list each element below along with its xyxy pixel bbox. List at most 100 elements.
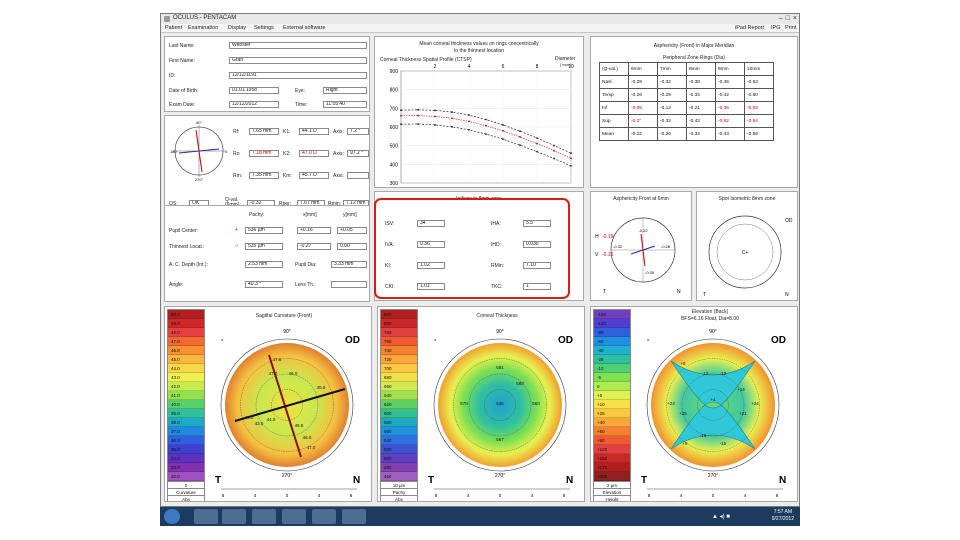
maximize-button[interactable]: □ bbox=[785, 15, 790, 22]
menu-ipg[interactable]: IPG bbox=[771, 25, 781, 31]
asphericity-panel: Asphericity (Front) in Major Meridian Pe… bbox=[590, 36, 798, 188]
menu-external-software[interactable]: External software bbox=[283, 25, 326, 31]
taskbar: ▲ ◂) ■ 7:57 AM 9/27/2012 bbox=[160, 507, 800, 526]
taskbar-media-icon[interactable] bbox=[252, 509, 276, 524]
dob-label: Date of Birth: bbox=[169, 88, 199, 94]
kr-v2-1[interactable]: 47.0 D bbox=[299, 150, 329, 157]
map-outer-ring bbox=[646, 338, 780, 472]
thinnest-label: Thinnest Locat.: bbox=[169, 244, 205, 250]
index-r-0: IHA: bbox=[491, 221, 501, 227]
map-x-tick: 8 bbox=[563, 493, 566, 498]
map-ring bbox=[697, 389, 729, 421]
ctsp-y-tick: 800 bbox=[390, 88, 399, 94]
map-ring bbox=[681, 373, 745, 437]
kr-v2-2[interactable]: 45.7 D bbox=[299, 172, 329, 179]
scale-value: 800 bbox=[381, 319, 417, 328]
scale-value: 700 bbox=[381, 364, 417, 373]
taskbar-pentacam-icon[interactable] bbox=[282, 509, 306, 524]
asph-6mm-title: Asphericity Front at 6mm bbox=[613, 196, 669, 202]
kr-v3-0[interactable]: 7.2 ° bbox=[347, 128, 369, 135]
ctsp-graph-panel: Mean corneal thickness values on rings c… bbox=[374, 36, 584, 188]
map-ring bbox=[666, 358, 760, 452]
scale-value: 480 bbox=[381, 463, 417, 472]
ctsp-point bbox=[570, 152, 572, 155]
ctsp-point bbox=[400, 109, 402, 112]
map-value-label: 46.0 bbox=[303, 435, 312, 440]
axis-top-label: 90° bbox=[196, 120, 202, 125]
map-x-tick: 4 bbox=[254, 493, 257, 498]
clock[interactable]: 7:57 AM 9/27/2012 bbox=[772, 509, 794, 523]
thinnest-pachy: 535 µm bbox=[245, 243, 283, 250]
scale-value: +60 bbox=[594, 427, 630, 436]
kr-l2-2: Km: bbox=[283, 173, 292, 179]
ctsp-point bbox=[400, 114, 402, 117]
map-top-angle: 90° bbox=[283, 329, 291, 335]
map-x-tick: 4 bbox=[744, 493, 747, 498]
map-value-label: 44.0 bbox=[245, 415, 254, 420]
dob-field[interactable]: 01.01.1958 bbox=[229, 87, 279, 94]
asph-cell: -0.45 bbox=[715, 75, 745, 89]
qs-label: QS: bbox=[169, 201, 178, 207]
scale-value: -90 bbox=[594, 328, 630, 337]
kr-v1-1[interactable]: 7.18 mm bbox=[249, 150, 279, 157]
map-ring bbox=[468, 373, 532, 437]
pachy-header: Pachy: bbox=[249, 212, 265, 218]
taskbar-explorer-icon[interactable] bbox=[222, 509, 246, 524]
kr-v2-0[interactable]: 44.1 D bbox=[299, 128, 329, 135]
first-name-field[interactable]: Gran bbox=[229, 57, 367, 64]
start-button[interactable] bbox=[164, 509, 180, 524]
clock-time: 7:57 AM bbox=[773, 509, 793, 515]
asph-cell: -0.26 bbox=[657, 127, 687, 141]
kr-v3-1[interactable]: 97.2 ° bbox=[347, 150, 369, 157]
map-value-label: +8 bbox=[680, 361, 686, 366]
menu-display[interactable]: Display bbox=[228, 25, 247, 31]
minimize-button[interactable]: – bbox=[778, 15, 783, 22]
ctsp-point bbox=[485, 124, 487, 127]
flat-axis-line bbox=[234, 388, 346, 422]
map-panel-sagittal: 50.0 49.0 48.0 47.0 46.0 45.0 44.0 43.0 42.0 41.0… bbox=[164, 306, 372, 502]
scale-footer: Elevation bbox=[594, 488, 630, 495]
kr-v1-0[interactable]: 7.65 mm bbox=[249, 128, 279, 135]
eye-icon: ◔ bbox=[432, 336, 437, 345]
eye-field[interactable]: Right bbox=[323, 87, 367, 94]
scale-value: 32.0 bbox=[168, 472, 204, 481]
taskbar-ie-icon[interactable] bbox=[194, 509, 218, 524]
exam-date-field[interactable]: 12/12/2012 bbox=[229, 101, 279, 108]
close-button[interactable]: × bbox=[792, 15, 797, 22]
menu-examination[interactable]: Examination bbox=[188, 25, 219, 31]
kr-v3-2[interactable] bbox=[347, 172, 369, 179]
id-field[interactable]: 12/12/1191 bbox=[229, 72, 367, 79]
asph-row: Inf -0.05 -0.12 -0.21 -0.35 -0.53 bbox=[599, 101, 774, 115]
menu-print[interactable]: Print bbox=[785, 25, 797, 31]
menu-ipad-report[interactable]: iPad Report bbox=[735, 25, 765, 31]
last-name-field[interactable]: Webster bbox=[229, 42, 367, 49]
ctsp-chart: 900 800 700 600 500 400 300 2 4 6 8 10 bbox=[390, 64, 574, 187]
time-field[interactable]: 11:05:40 bbox=[323, 101, 367, 108]
menu-patient[interactable]: Patient bbox=[165, 25, 183, 31]
scale-value: 680 bbox=[381, 373, 417, 382]
v-label: V bbox=[595, 252, 599, 258]
map-value-label: -12 bbox=[702, 371, 709, 376]
isometric-od: OD bbox=[785, 218, 793, 224]
ctsp-point bbox=[417, 114, 419, 117]
pupil-center-label: Pupil Center: bbox=[169, 228, 198, 234]
sagittal-map[interactable]: 47.5 47.0 46.0 45.5 44.043.544.0 45.5 46.0 47.0… bbox=[207, 321, 371, 501]
isometric-panel: Spot Isometric 8mm zone C+ OD T N bbox=[696, 191, 798, 301]
elevation-map[interactable]: +8 -12 -12 +4 +24 +25 +24 +21 +8 -16 -15 +14 90° 270°… bbox=[633, 321, 797, 501]
kr-v1-2[interactable]: 7.35 mm bbox=[249, 172, 279, 179]
ctsp-x-tick: 2 bbox=[434, 64, 437, 70]
map-n-label: N bbox=[779, 475, 786, 486]
index-l-3: CKI: bbox=[385, 284, 395, 290]
scale-value: +150 bbox=[594, 454, 630, 463]
pupil-center-marker-icon: + bbox=[235, 227, 238, 233]
taskbar-paint-icon[interactable] bbox=[342, 509, 366, 524]
map-value-label: 567 bbox=[496, 437, 504, 442]
eye-label: Eye: bbox=[295, 88, 306, 94]
taskbar-app-icon[interactable] bbox=[312, 509, 336, 524]
pupil-center-y: +0.05 bbox=[337, 227, 367, 234]
tray-icons[interactable]: ▲ ◂) ■ bbox=[712, 514, 730, 520]
map-x-tick: 0 bbox=[286, 493, 289, 498]
menu-settings[interactable]: Settings bbox=[254, 25, 274, 31]
thickness-map[interactable]: 591 570 560 536 567 580 90° 270° OD T N 8 4 0 4 8 ◔ bbox=[420, 321, 584, 501]
scale-value: 35.0 bbox=[168, 445, 204, 454]
